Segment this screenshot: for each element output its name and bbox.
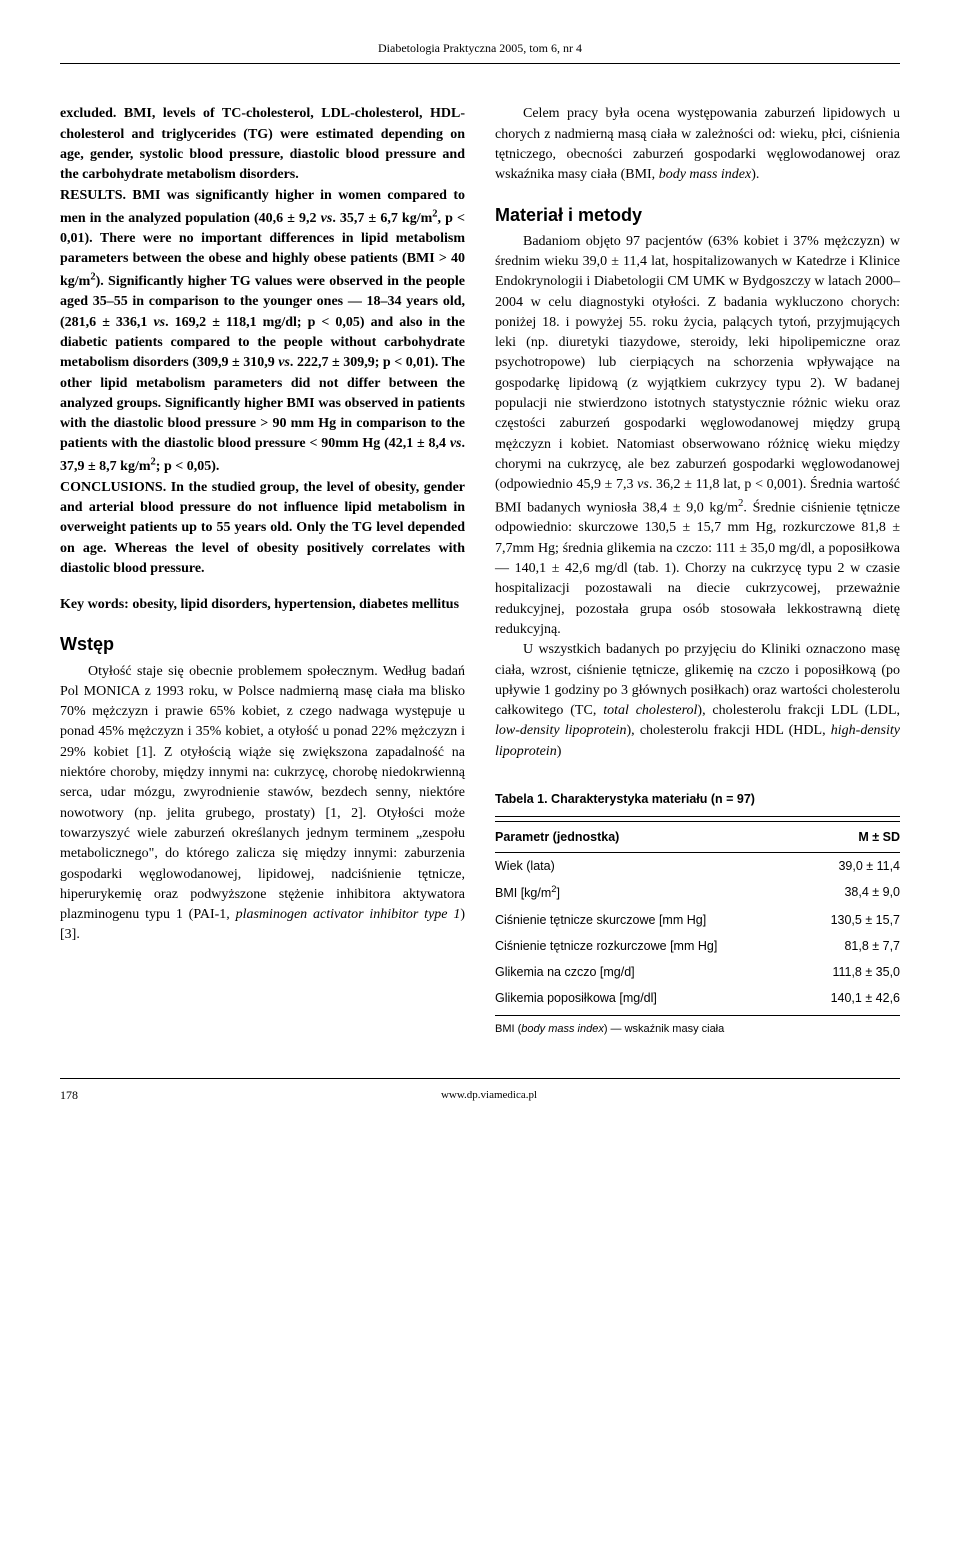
table-row: Glikemia poposiłkowa [mg/dl] 140,1 ± 42,… [495, 985, 900, 1011]
table-cell-val: 38,4 ± 9,0 [844, 883, 900, 902]
table-cell-param: Glikemia poposiłkowa [mg/dl] [495, 989, 657, 1007]
table-cell-param: BMI [kg/m2] [495, 883, 560, 902]
wstep-title: Wstęp [60, 631, 465, 657]
table-cell-param: Ciśnienie tętnicze rozkurczowe [mm Hg] [495, 937, 717, 955]
table-cell-val: 81,8 ± 7,7 [844, 937, 900, 955]
table-col2-header: M ± SD [858, 828, 900, 846]
page-footer: 178 www.dp.viamedica.pl [60, 1078, 900, 1104]
table-row: Wiek (lata) 39,0 ± 11,4 [495, 853, 900, 879]
wstep-body: Otyłość staje się obecnie problemem społ… [60, 662, 465, 946]
table-1: Tabela 1. Charakterystyka materiału (n =… [495, 790, 900, 1038]
left-column: excluded. BMI, levels of TC-cholesterol,… [60, 104, 465, 1038]
table-cell-val: 111,8 ± 35,0 [832, 963, 900, 981]
two-column-layout: excluded. BMI, levels of TC-cholesterol,… [60, 104, 900, 1038]
table-cell-param: Wiek (lata) [495, 857, 555, 875]
table-cell-val: 39,0 ± 11,4 [838, 857, 900, 875]
table-cell-param: Ciśnienie tętnicze skurczowe [mm Hg] [495, 911, 706, 929]
abstract-conclusions: CONCLUSIONS. In the studied group, the l… [60, 478, 465, 579]
table-cell-param: Glikemia na czczo [mg/d] [495, 963, 635, 981]
footer-url: www.dp.viamedica.pl [441, 1088, 537, 1104]
table-body: Wiek (lata) 39,0 ± 11,4 BMI [kg/m2] 38,4… [495, 853, 900, 1016]
abstract-results: RESULTS. BMI was significantly higher in… [60, 186, 465, 478]
table-note: BMI (body mass index) — wskaźnik masy ci… [495, 1022, 900, 1038]
page-number: 178 [60, 1087, 78, 1104]
abstract-excluded: excluded. BMI, levels of TC-cholesterol,… [60, 104, 465, 185]
material-para-1: Badaniom objęto 97 pacjentów (63% kobiet… [495, 232, 900, 641]
material-title: Materiał i metody [495, 202, 900, 228]
table-cell-val: 130,5 ± 15,7 [831, 911, 900, 929]
aim-paragraph: Celem pracy była ocena występowania zabu… [495, 104, 900, 185]
keywords: Key words: obesity, lipid disorders, hyp… [60, 595, 465, 615]
table-title: Tabela 1. Charakterystyka materiału (n =… [495, 790, 900, 817]
table-header-row: Parametr (jednostka) M ± SD [495, 821, 900, 853]
right-column: Celem pracy była ocena występowania zabu… [495, 104, 900, 1038]
material-para-2: U wszystkich badanych po przyjęciu do Kl… [495, 640, 900, 762]
table-row: Ciśnienie tętnicze rozkurczowe [mm Hg] 8… [495, 933, 900, 959]
table-col1-header: Parametr (jednostka) [495, 828, 619, 846]
journal-header: Diabetologia Praktyczna 2005, tom 6, nr … [60, 40, 900, 64]
table-row: BMI [kg/m2] 38,4 ± 9,0 [495, 879, 900, 906]
table-row: Ciśnienie tętnicze skurczowe [mm Hg] 130… [495, 907, 900, 933]
table-row: Glikemia na czczo [mg/d] 111,8 ± 35,0 [495, 959, 900, 985]
table-cell-val: 140,1 ± 42,6 [831, 989, 900, 1007]
